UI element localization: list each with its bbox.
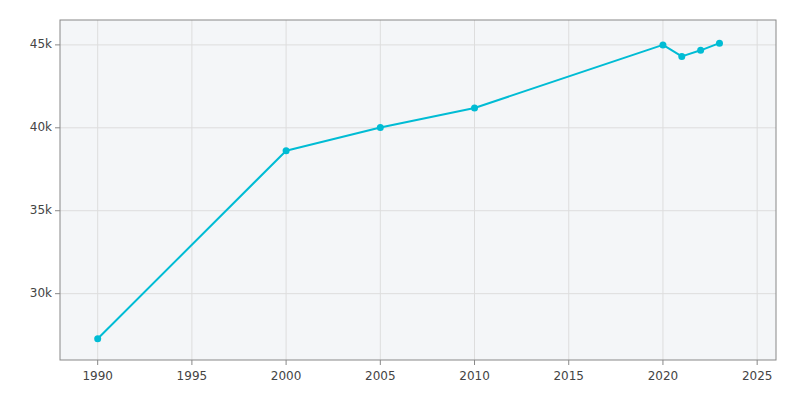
data-point	[377, 124, 384, 131]
data-point	[94, 335, 101, 342]
tick-mark-x	[191, 360, 192, 365]
axes: 30k 35k 40k 45k 1990 1995 2000 2005 2010 2015 2020…	[30, 37, 773, 383]
tick-mark-x	[380, 360, 381, 365]
tick-label-x: 2010	[459, 369, 490, 383]
grid-line-y	[60, 44, 776, 45]
tick-label-x: 1995	[177, 369, 208, 383]
chart-svg: 30k 35k 40k 45k 1990 1995 2000 2005 2010 2015 2020…	[0, 0, 800, 400]
grid-line-x	[380, 20, 381, 360]
tick-label-y: 35k	[30, 203, 52, 217]
tick-label-x: 2015	[553, 369, 584, 383]
data-point	[678, 53, 685, 60]
grid-line-x	[286, 20, 287, 360]
tick-mark-x	[568, 360, 569, 365]
plot-frame	[60, 20, 776, 360]
tick-mark-y	[55, 44, 60, 45]
data-point	[659, 41, 666, 48]
grid-line-y	[60, 210, 776, 211]
grid-line-y	[60, 293, 776, 294]
data-layer	[94, 40, 723, 343]
data-point	[716, 40, 723, 47]
data-point	[283, 147, 290, 154]
tick-mark-x	[474, 360, 475, 365]
grid-line-x	[191, 20, 192, 360]
chart-container: 30k 35k 40k 45k 1990 1995 2000 2005 2010 2015 2020…	[0, 0, 800, 400]
tick-mark-y	[55, 127, 60, 128]
tick-mark-y	[55, 210, 60, 211]
grid	[60, 20, 776, 360]
tick-mark-x	[97, 360, 98, 365]
grid-line-x	[662, 20, 663, 360]
plot-background	[60, 20, 776, 360]
grid-line-y	[60, 127, 776, 128]
grid-line-x	[474, 20, 475, 360]
tick-label-y: 40k	[30, 120, 52, 134]
data-line	[98, 43, 720, 339]
tick-label-x: 1990	[82, 369, 113, 383]
tick-label-x: 2020	[648, 369, 679, 383]
tick-label-x: 2025	[742, 369, 773, 383]
tick-mark-x	[286, 360, 287, 365]
data-point	[471, 105, 478, 112]
grid-line-x	[568, 20, 569, 360]
data-point	[697, 47, 704, 54]
tick-label-x: 2000	[271, 369, 302, 383]
tick-label-x: 2005	[365, 369, 396, 383]
grid-line-x	[757, 20, 758, 360]
tick-label-y: 45k	[30, 37, 52, 51]
tick-mark-y	[55, 293, 60, 294]
tick-mark-x	[757, 360, 758, 365]
tick-mark-x	[662, 360, 663, 365]
grid-line-x	[97, 20, 98, 360]
tick-label-y: 30k	[30, 286, 52, 300]
